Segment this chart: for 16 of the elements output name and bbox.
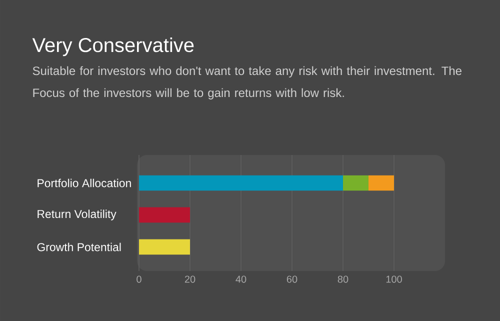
x-tick-label: 40	[236, 276, 246, 283]
bar	[139, 239, 190, 255]
bar	[368, 175, 394, 191]
bar	[342, 175, 368, 191]
bar	[139, 175, 343, 191]
x-tick-label: 100	[386, 276, 402, 283]
x-tick-label: 0	[136, 276, 142, 283]
y-tick-label: Growth Potential	[37, 242, 121, 252]
y-tick-label: Return Volatility	[38, 210, 116, 220]
x-tick-label: 80	[338, 276, 348, 283]
x-tick-label: 60	[286, 276, 298, 283]
chart-title: Very Conservative	[32, 38, 194, 56]
chart-subtitle: Suitable for investors who don't want to take any risk with their investment. The Focus of the investors will be to gain returns with low risk.	[32, 66, 462, 100]
bar	[139, 207, 190, 223]
y-tick-label: Portfolio Allocation	[38, 178, 131, 188]
x-tick-label: 20	[184, 276, 196, 283]
